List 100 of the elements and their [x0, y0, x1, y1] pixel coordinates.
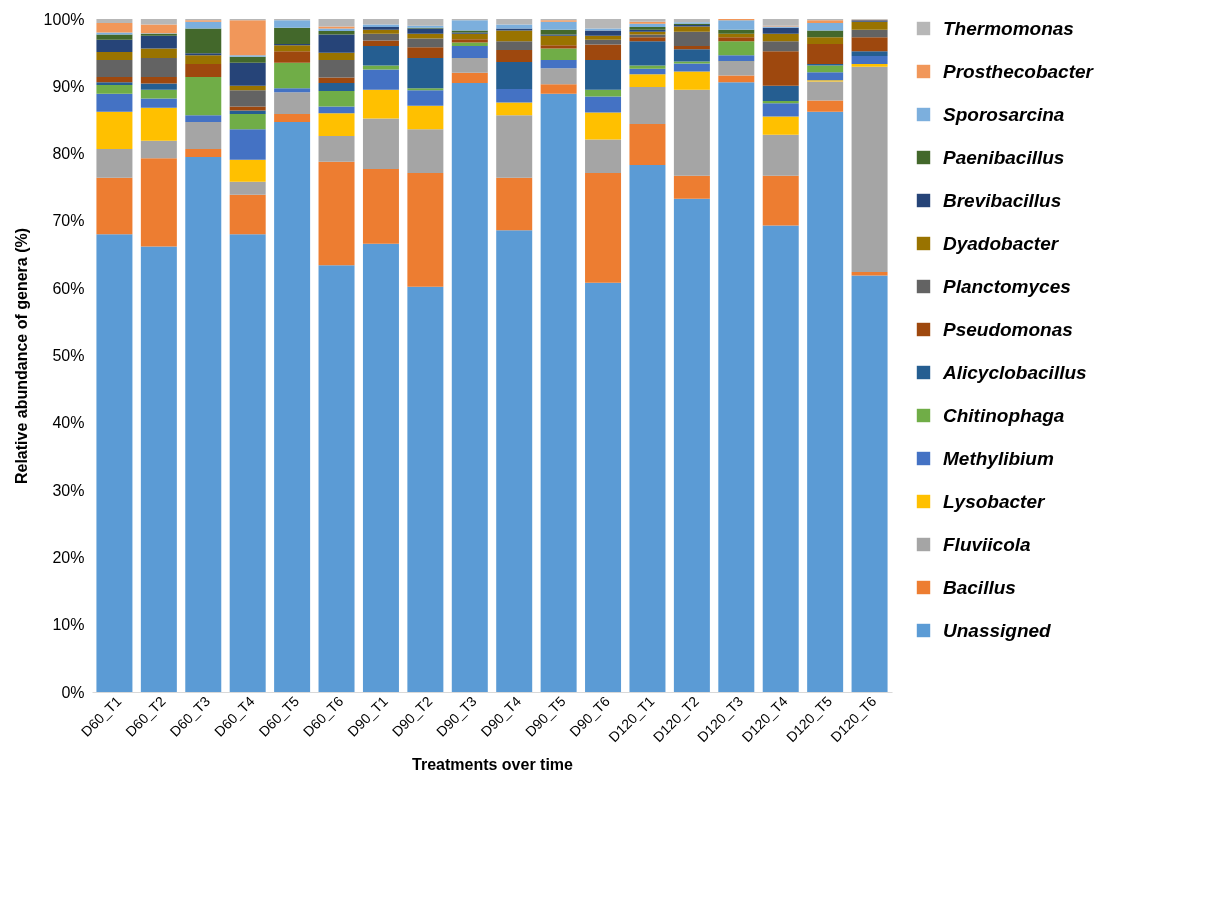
legend-label: Pseudomonas — [943, 318, 1073, 340]
bar — [629, 86, 666, 124]
bar — [96, 34, 133, 40]
bar — [540, 93, 577, 692]
bar — [673, 71, 710, 90]
bar — [762, 33, 799, 42]
bar — [96, 39, 133, 52]
bar — [96, 111, 133, 149]
x-axis-title: Treatments over time — [412, 756, 574, 774]
bar — [851, 66, 888, 273]
bar — [585, 44, 622, 61]
bar — [96, 82, 133, 85]
legend-label: Dyadobacter — [943, 232, 1060, 254]
bar — [229, 90, 266, 107]
bar — [140, 158, 177, 247]
bar — [407, 105, 444, 130]
bar — [496, 49, 533, 63]
bar — [851, 64, 888, 67]
bar — [318, 113, 355, 137]
bar — [318, 136, 355, 162]
bar — [540, 21, 577, 30]
bar — [362, 33, 399, 41]
bar — [851, 29, 888, 38]
bar — [851, 275, 888, 692]
bar — [407, 28, 444, 34]
bar — [718, 62, 755, 76]
bar — [407, 286, 444, 692]
bar — [96, 177, 133, 235]
bar — [274, 51, 311, 63]
bar — [851, 56, 888, 65]
y-tick-label: 100% — [43, 10, 85, 28]
bar — [318, 77, 355, 83]
bar — [540, 48, 577, 61]
bar — [274, 20, 311, 28]
bar — [274, 27, 311, 44]
bar — [718, 55, 755, 62]
bar — [318, 106, 355, 114]
bar — [96, 148, 133, 178]
bar — [229, 234, 266, 692]
bar — [140, 83, 177, 90]
bar — [229, 181, 266, 195]
bar — [96, 60, 133, 77]
bar — [762, 116, 799, 135]
bar — [585, 19, 622, 29]
bar — [807, 37, 844, 44]
legend-label: Methylibium — [943, 447, 1054, 469]
bar — [362, 29, 399, 34]
bar — [362, 69, 399, 90]
bar — [673, 89, 710, 176]
y-tick-label: 70% — [52, 212, 85, 230]
bar — [496, 115, 533, 178]
bar — [185, 55, 222, 65]
y-tick-label: 10% — [52, 616, 85, 634]
bar — [140, 89, 177, 99]
bar — [673, 198, 710, 692]
bar — [407, 129, 444, 174]
bar — [540, 68, 577, 85]
bar — [851, 21, 888, 30]
legend-label: Bacillus — [943, 576, 1016, 598]
bar — [762, 101, 799, 104]
bar — [185, 28, 222, 54]
bar — [185, 115, 222, 122]
bar — [629, 165, 666, 692]
bar — [851, 37, 888, 52]
bar — [496, 230, 533, 692]
bar — [762, 51, 799, 86]
y-tick-label: 60% — [52, 279, 85, 297]
bar — [140, 246, 177, 692]
y-tick-label: 30% — [52, 481, 85, 499]
bar — [185, 148, 222, 157]
y-axis-title: Relative abundance of genera (%) — [12, 227, 30, 485]
bar — [629, 74, 666, 87]
bar — [140, 140, 177, 159]
bar — [585, 139, 622, 174]
y-tick-label: 50% — [52, 347, 85, 364]
bar — [140, 98, 177, 108]
bar — [673, 26, 710, 32]
bar — [96, 32, 133, 35]
bar — [407, 38, 444, 48]
bar — [540, 60, 577, 69]
bar — [585, 60, 622, 90]
bar — [140, 76, 177, 84]
bar — [496, 19, 533, 25]
bar — [407, 173, 444, 287]
bar — [718, 29, 755, 34]
bar — [318, 52, 355, 61]
legend-label: Prosthecobacter — [943, 60, 1095, 82]
bar — [96, 93, 133, 112]
bar — [585, 96, 622, 113]
bar — [185, 156, 222, 692]
bar — [274, 113, 311, 122]
legend-label: Chitinophaga — [943, 404, 1065, 426]
bar — [451, 33, 488, 40]
bar — [629, 41, 666, 66]
bar — [807, 111, 844, 692]
bar — [585, 112, 622, 140]
bar — [807, 100, 844, 112]
bar — [318, 265, 355, 692]
bar — [807, 81, 844, 101]
legend-label: Paenibacillus — [943, 146, 1065, 168]
